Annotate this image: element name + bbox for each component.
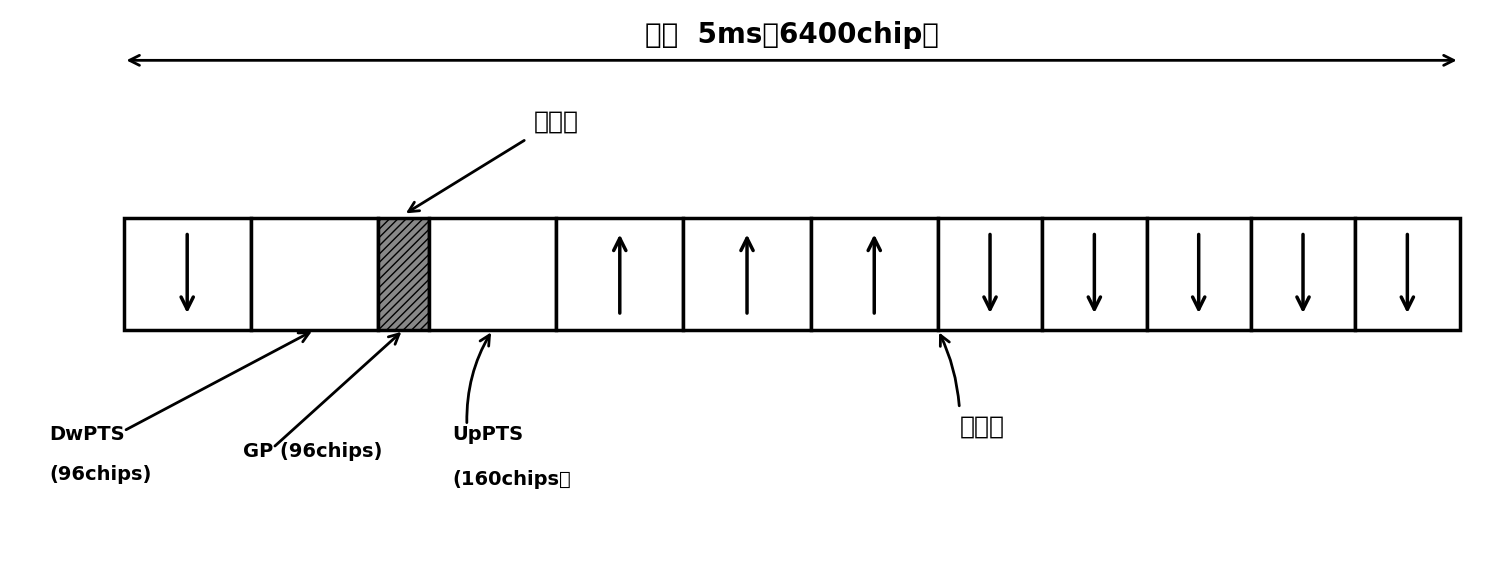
- Bar: [1355, 218, 1459, 330]
- Bar: [1147, 218, 1250, 330]
- Bar: [1250, 218, 1355, 330]
- Text: UpPTS: UpPTS: [452, 425, 522, 445]
- Bar: [123, 218, 251, 330]
- Bar: [1042, 218, 1147, 330]
- Bar: [811, 218, 938, 330]
- Bar: [251, 218, 378, 330]
- Text: 切换点: 切换点: [959, 414, 1004, 438]
- Bar: [683, 218, 811, 330]
- Text: (96chips): (96chips): [50, 465, 152, 484]
- Text: GP (96chips): GP (96chips): [243, 442, 383, 461]
- Bar: [378, 218, 429, 330]
- Text: (160chips）: (160chips）: [452, 470, 570, 490]
- Text: 子帧  5ms（6400chip）: 子帧 5ms（6400chip）: [644, 21, 938, 49]
- Text: 同步点: 同步点: [534, 109, 579, 133]
- Bar: [557, 218, 683, 330]
- Bar: [938, 218, 1042, 330]
- Bar: [429, 218, 557, 330]
- Text: DwPTS: DwPTS: [50, 425, 125, 445]
